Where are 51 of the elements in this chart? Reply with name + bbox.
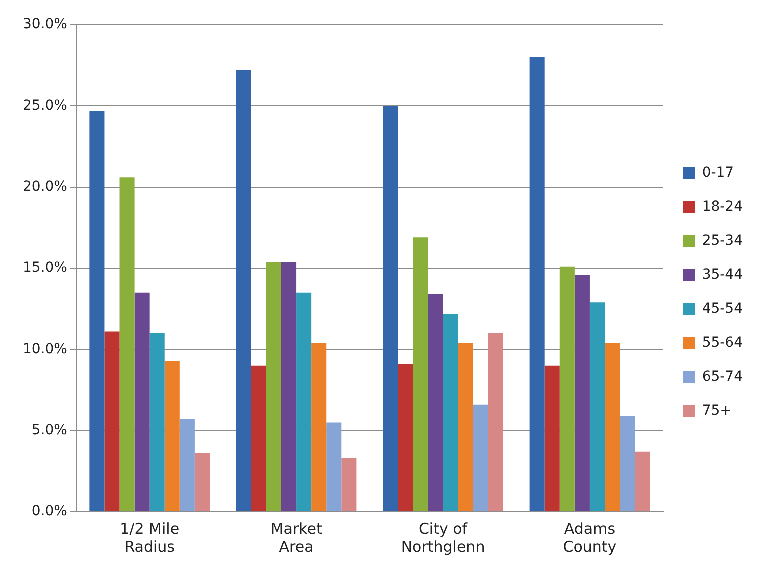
bar xyxy=(458,343,474,512)
bar xyxy=(473,404,488,512)
bar xyxy=(560,266,575,512)
bar xyxy=(180,419,195,512)
bar xyxy=(194,454,210,512)
bar xyxy=(312,343,327,512)
bar xyxy=(134,292,150,512)
legend-label: 0-17 xyxy=(702,165,734,182)
bar xyxy=(574,274,590,512)
bar xyxy=(620,416,636,512)
bar xyxy=(383,106,398,512)
bar xyxy=(413,238,428,512)
bar xyxy=(488,333,504,512)
bar xyxy=(120,178,135,512)
legend-label: 55-64 xyxy=(702,335,744,352)
bar xyxy=(428,294,444,512)
bar xyxy=(104,332,120,512)
y-tick-label: 5.0% xyxy=(32,422,68,438)
bar xyxy=(266,262,282,512)
legend-label: 18-24 xyxy=(702,199,744,216)
legend-label: 45-54 xyxy=(702,301,744,318)
bar xyxy=(635,452,650,512)
bar xyxy=(326,422,342,512)
bar xyxy=(251,366,266,512)
bar xyxy=(90,111,105,512)
x-tick-label: Market Area xyxy=(270,520,322,556)
bar xyxy=(398,364,414,512)
bar xyxy=(605,343,620,512)
bar xyxy=(544,366,560,512)
y-tick-label: 20.0% xyxy=(22,178,68,195)
legend-label: 35-44 xyxy=(702,267,744,284)
bar xyxy=(530,57,545,512)
x-tick-label: City of Northglenn xyxy=(401,520,486,556)
legend-label: 65-74 xyxy=(702,369,744,386)
bar xyxy=(236,70,252,512)
legend-label: 75+ xyxy=(702,403,732,420)
bar xyxy=(590,302,605,512)
y-tick-label: 25.0% xyxy=(22,98,68,114)
bar xyxy=(282,262,297,512)
bar xyxy=(342,458,357,512)
x-tick-label: 1/2 Mile Radius xyxy=(120,520,180,556)
bar xyxy=(164,361,180,512)
y-tick-label: 10.0% xyxy=(22,341,68,358)
legend-label: 25-34 xyxy=(702,233,744,250)
y-tick-label: 15.0% xyxy=(22,260,68,276)
bar xyxy=(443,314,458,512)
y-tick-label: 0.0% xyxy=(32,504,68,520)
x-tick-label: Adams County xyxy=(563,520,617,556)
bar xyxy=(150,333,165,512)
y-tick-label: 30.0% xyxy=(22,16,68,33)
bar xyxy=(296,292,312,512)
